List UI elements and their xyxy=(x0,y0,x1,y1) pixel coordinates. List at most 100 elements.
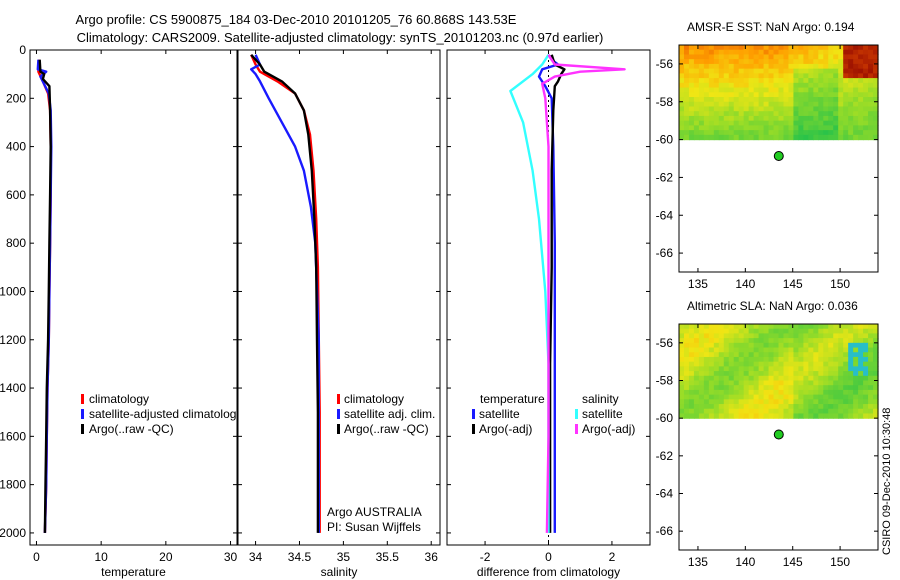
map-cell xyxy=(708,97,715,103)
map-cell xyxy=(688,73,695,79)
map-cell xyxy=(748,111,755,117)
map-cell xyxy=(823,328,829,335)
y-tick-label: 800 xyxy=(6,236,26,250)
series-line xyxy=(38,59,52,533)
map-cell xyxy=(743,45,750,51)
map-cell xyxy=(823,45,829,51)
y-tick-label: -60 xyxy=(656,133,674,147)
map-cell xyxy=(679,92,685,98)
map-cell xyxy=(868,101,874,108)
map-cell xyxy=(758,49,765,56)
map-cell xyxy=(778,97,785,103)
map-cell xyxy=(843,120,849,126)
map-cell xyxy=(773,68,780,74)
map-cell xyxy=(703,333,710,339)
map-cell xyxy=(743,78,750,84)
map-cell xyxy=(868,394,874,400)
map-cell xyxy=(738,115,745,122)
map-cell xyxy=(818,342,824,349)
map-cell xyxy=(763,356,770,363)
map-cell xyxy=(858,115,864,122)
map-cell xyxy=(863,54,869,60)
map-cell xyxy=(813,125,819,131)
map-cell xyxy=(828,338,834,344)
map-cell xyxy=(688,120,695,126)
map-cell xyxy=(679,63,685,70)
map-cell xyxy=(708,338,715,344)
map-cell xyxy=(838,413,844,419)
map-cell xyxy=(783,356,790,363)
map-cell xyxy=(698,134,705,141)
map-cell xyxy=(753,134,760,141)
y-tick-label: 1200 xyxy=(0,333,26,347)
map-cell xyxy=(703,82,710,89)
map-cell xyxy=(733,68,740,74)
map-cell xyxy=(743,106,750,112)
map-cell xyxy=(788,352,795,358)
legend-swatch xyxy=(575,409,578,419)
map-cell xyxy=(788,404,795,410)
map-cell xyxy=(688,394,695,400)
map-cell xyxy=(778,342,785,349)
map-cell xyxy=(708,356,715,363)
map-cell xyxy=(788,68,795,74)
map-cell xyxy=(868,361,874,367)
map-cell xyxy=(708,394,715,400)
map-cell xyxy=(828,111,834,117)
map-cell xyxy=(718,115,725,122)
map-cell xyxy=(798,115,804,122)
map-cell xyxy=(728,356,735,363)
map-cell xyxy=(793,356,799,363)
map-cell xyxy=(868,97,874,103)
map-cell xyxy=(788,63,795,70)
map-cell xyxy=(768,130,775,136)
map-cell xyxy=(758,324,765,330)
map-cell xyxy=(858,97,864,103)
map-cell xyxy=(823,63,829,70)
map-cell xyxy=(853,380,859,386)
map-cell xyxy=(838,125,844,131)
map-cell xyxy=(723,97,730,103)
map-cell xyxy=(838,45,844,51)
map-cell xyxy=(713,111,720,117)
map-cell xyxy=(833,49,839,56)
map-cell xyxy=(753,361,760,367)
y-tick-label: 1000 xyxy=(0,284,26,298)
map-cell xyxy=(793,134,799,141)
x-tick-label: 34.5 xyxy=(288,550,312,564)
map-cell xyxy=(723,399,730,405)
map-cell xyxy=(863,106,869,112)
map-cell xyxy=(738,111,745,117)
map-cell xyxy=(748,68,755,74)
map-cell xyxy=(808,106,814,112)
map-cell xyxy=(868,73,874,79)
map-cell xyxy=(868,111,874,117)
map-cell xyxy=(863,130,869,136)
map-cell xyxy=(843,111,849,117)
map-cell xyxy=(808,68,814,74)
map-cell xyxy=(718,366,725,372)
map-cell xyxy=(843,380,849,386)
map-cell xyxy=(788,54,795,60)
legend-label: Argo(..raw -QC) xyxy=(344,422,429,436)
map-cell xyxy=(803,328,809,335)
map-cell xyxy=(783,101,790,108)
map-cell xyxy=(823,342,829,349)
map-cell xyxy=(788,342,795,349)
map-cell xyxy=(843,82,849,89)
map-cell xyxy=(793,380,799,386)
map-cell xyxy=(823,366,829,372)
map-cell xyxy=(773,130,780,136)
map-cell xyxy=(793,120,799,126)
map-cell xyxy=(793,338,799,344)
map-cell xyxy=(848,87,854,93)
map-cell xyxy=(843,375,849,382)
map-cell xyxy=(743,101,750,108)
map-cell xyxy=(773,111,780,117)
map-cell xyxy=(758,130,765,136)
map-cell xyxy=(718,49,725,56)
map-cell xyxy=(848,111,854,117)
map-cell xyxy=(783,134,790,141)
map-cell xyxy=(693,380,700,386)
map-cell xyxy=(698,59,705,65)
